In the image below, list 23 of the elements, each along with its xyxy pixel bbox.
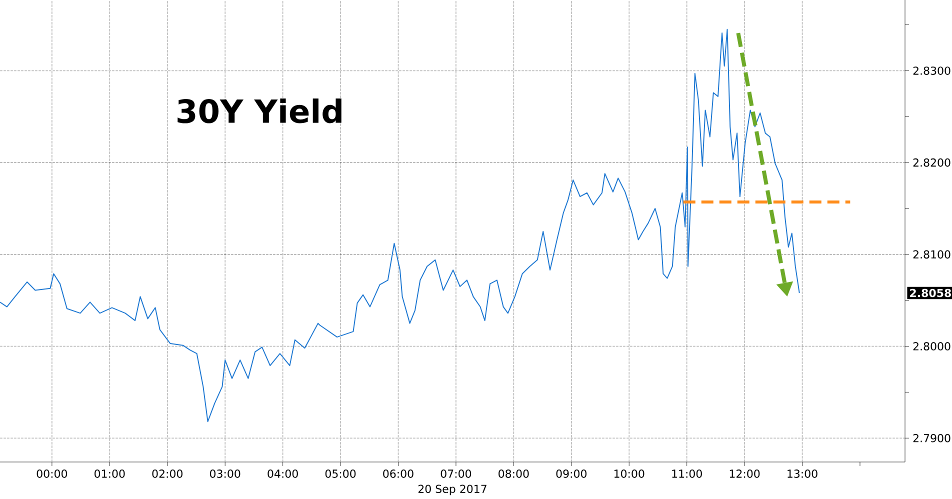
x-tick-label: 08:00	[498, 470, 529, 478]
x-axis-title: 20 Sep 2017	[418, 484, 486, 496]
x-tick-label: 07:00	[440, 470, 472, 478]
x-tick-label: 13:00	[788, 470, 818, 478]
x-tick-label: 03:00	[210, 470, 240, 478]
text: 2.8058	[910, 288, 951, 298]
x-tick-label: 10:00	[614, 470, 644, 478]
x-tick-label: 09:00	[556, 470, 587, 478]
text: 30Y Yield	[178, 98, 342, 124]
x-tick-label: 12:00	[730, 470, 760, 478]
y-tick-label: 2.7900	[913, 434, 950, 442]
line-series	[0, 28, 800, 422]
y-tick-label: 2.8200	[913, 158, 950, 167]
x-tick-label: 06:00	[383, 470, 414, 478]
x-tick-label: 02:00	[152, 470, 182, 478]
y-tick-label: 2.8100	[913, 250, 950, 259]
x-tick-label: 01:00	[94, 470, 125, 478]
y-tick-label: 2.8300	[913, 66, 950, 75]
y-tick-label: 2.8000	[913, 342, 950, 350]
x-tick-label: 05:00	[325, 470, 356, 478]
x-tick-label: 04:00	[268, 470, 298, 478]
x-tick-label: 11:00	[672, 470, 702, 478]
x-tick-label: 00:00	[36, 470, 68, 478]
